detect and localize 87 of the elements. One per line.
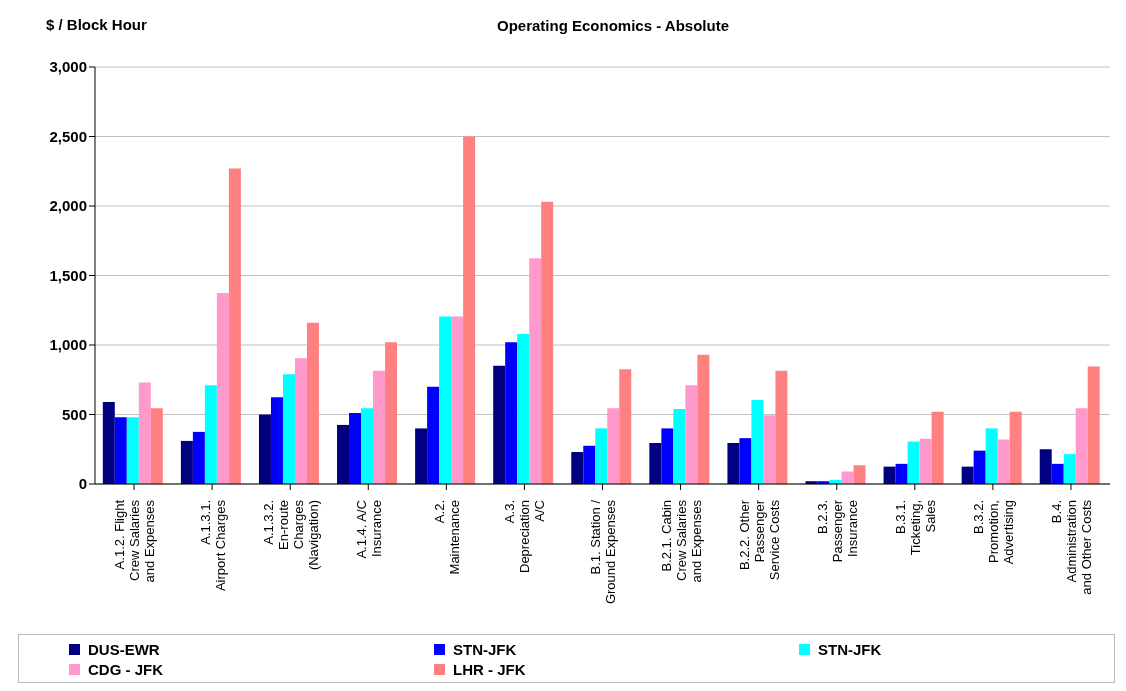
bar xyxy=(150,408,163,484)
bar xyxy=(763,415,776,484)
y-axis-title: $ / Block Hour xyxy=(46,16,147,33)
bar xyxy=(673,408,686,484)
bar xyxy=(931,411,944,484)
x-tick-label: B.3.1. Ticketing, Sales xyxy=(892,499,938,556)
bar xyxy=(373,370,386,484)
bar xyxy=(282,374,295,484)
x-tick-label: B.2.1. Cabin Crew Salaries and Expenses xyxy=(658,499,704,583)
x-tick-label: B.2.3. Passenger Insurance xyxy=(814,499,860,563)
x-tick-label: B.1. Station / Ground Expenses xyxy=(588,499,618,605)
x-tick-label: B.4. Administration and Other Costs xyxy=(1048,499,1094,595)
y-tick-label: 0 xyxy=(78,475,87,493)
bar xyxy=(180,440,193,484)
bar xyxy=(439,316,452,484)
x-tick-label: A.1.2. Flight Crew Salaries and Expenses xyxy=(112,499,158,583)
bar xyxy=(216,292,229,484)
bar xyxy=(114,417,127,484)
bar xyxy=(294,358,307,484)
bar xyxy=(727,443,740,484)
y-tick-label: 3,000 xyxy=(49,58,87,76)
bar xyxy=(895,463,908,484)
bar xyxy=(517,333,530,484)
bar xyxy=(775,370,788,484)
bar xyxy=(415,428,428,484)
bar xyxy=(751,399,764,484)
x-tick-label: A.3. Depreciation A/C xyxy=(502,500,548,573)
bar xyxy=(607,408,620,484)
bar xyxy=(258,414,271,484)
bar xyxy=(973,450,986,484)
y-tick-label: 1,500 xyxy=(49,266,87,284)
bar xyxy=(685,385,698,484)
bar xyxy=(541,201,554,484)
bar xyxy=(270,397,283,484)
bar xyxy=(192,431,205,484)
bar xyxy=(1075,408,1088,484)
legend-label: DUS-EWR xyxy=(88,641,160,658)
bar xyxy=(306,322,319,484)
y-tick-label: 500 xyxy=(61,405,87,423)
bar xyxy=(102,401,115,484)
bar xyxy=(919,438,932,484)
x-tick-label: A.1.3.2. En-route Charges (Navigation) xyxy=(260,499,321,571)
bar xyxy=(907,441,920,484)
bar xyxy=(619,369,632,484)
bar xyxy=(385,342,398,484)
bar xyxy=(1039,449,1052,484)
chart-title: Operating Economics - Absolute xyxy=(497,17,729,34)
y-tick-label: 1,000 xyxy=(49,336,87,354)
legend-label: STN-JFK xyxy=(818,641,882,658)
bar xyxy=(1009,411,1022,484)
bar xyxy=(361,408,374,484)
bar xyxy=(571,452,584,484)
bar xyxy=(228,168,241,484)
bar xyxy=(961,466,974,484)
bar xyxy=(883,466,896,484)
y-tick-label: 2,500 xyxy=(49,127,87,145)
x-tick-label: A.2. Maintenance xyxy=(431,500,462,575)
bar xyxy=(138,382,151,484)
bar xyxy=(529,258,542,484)
bar xyxy=(463,136,476,484)
bar xyxy=(126,417,139,484)
bar xyxy=(493,365,506,484)
bar xyxy=(505,342,518,484)
bar xyxy=(349,413,362,484)
bar xyxy=(985,428,998,484)
bar xyxy=(649,443,662,484)
bar xyxy=(697,354,710,484)
y-tick-label: 2,000 xyxy=(49,197,87,215)
bar xyxy=(1087,366,1100,484)
bar xyxy=(997,439,1010,484)
x-tick-label: B.3.2. Promotion, Advertising xyxy=(970,500,1016,565)
bar xyxy=(661,428,674,484)
bar xyxy=(337,424,350,484)
bar xyxy=(841,471,854,484)
bar xyxy=(451,316,464,484)
bar xyxy=(853,465,866,484)
legend-label: CDG - JFK xyxy=(88,661,163,678)
bar xyxy=(583,445,596,484)
bar xyxy=(427,386,440,484)
legend-label: LHR - JFK xyxy=(453,661,526,678)
bar xyxy=(204,385,217,484)
legend-label: STN-JFK xyxy=(453,641,517,658)
bar xyxy=(739,438,752,484)
x-tick-label: A.1.4. A/C Insurance xyxy=(353,500,384,559)
bar xyxy=(1051,463,1064,484)
bar xyxy=(595,428,608,484)
bar xyxy=(1063,454,1076,484)
